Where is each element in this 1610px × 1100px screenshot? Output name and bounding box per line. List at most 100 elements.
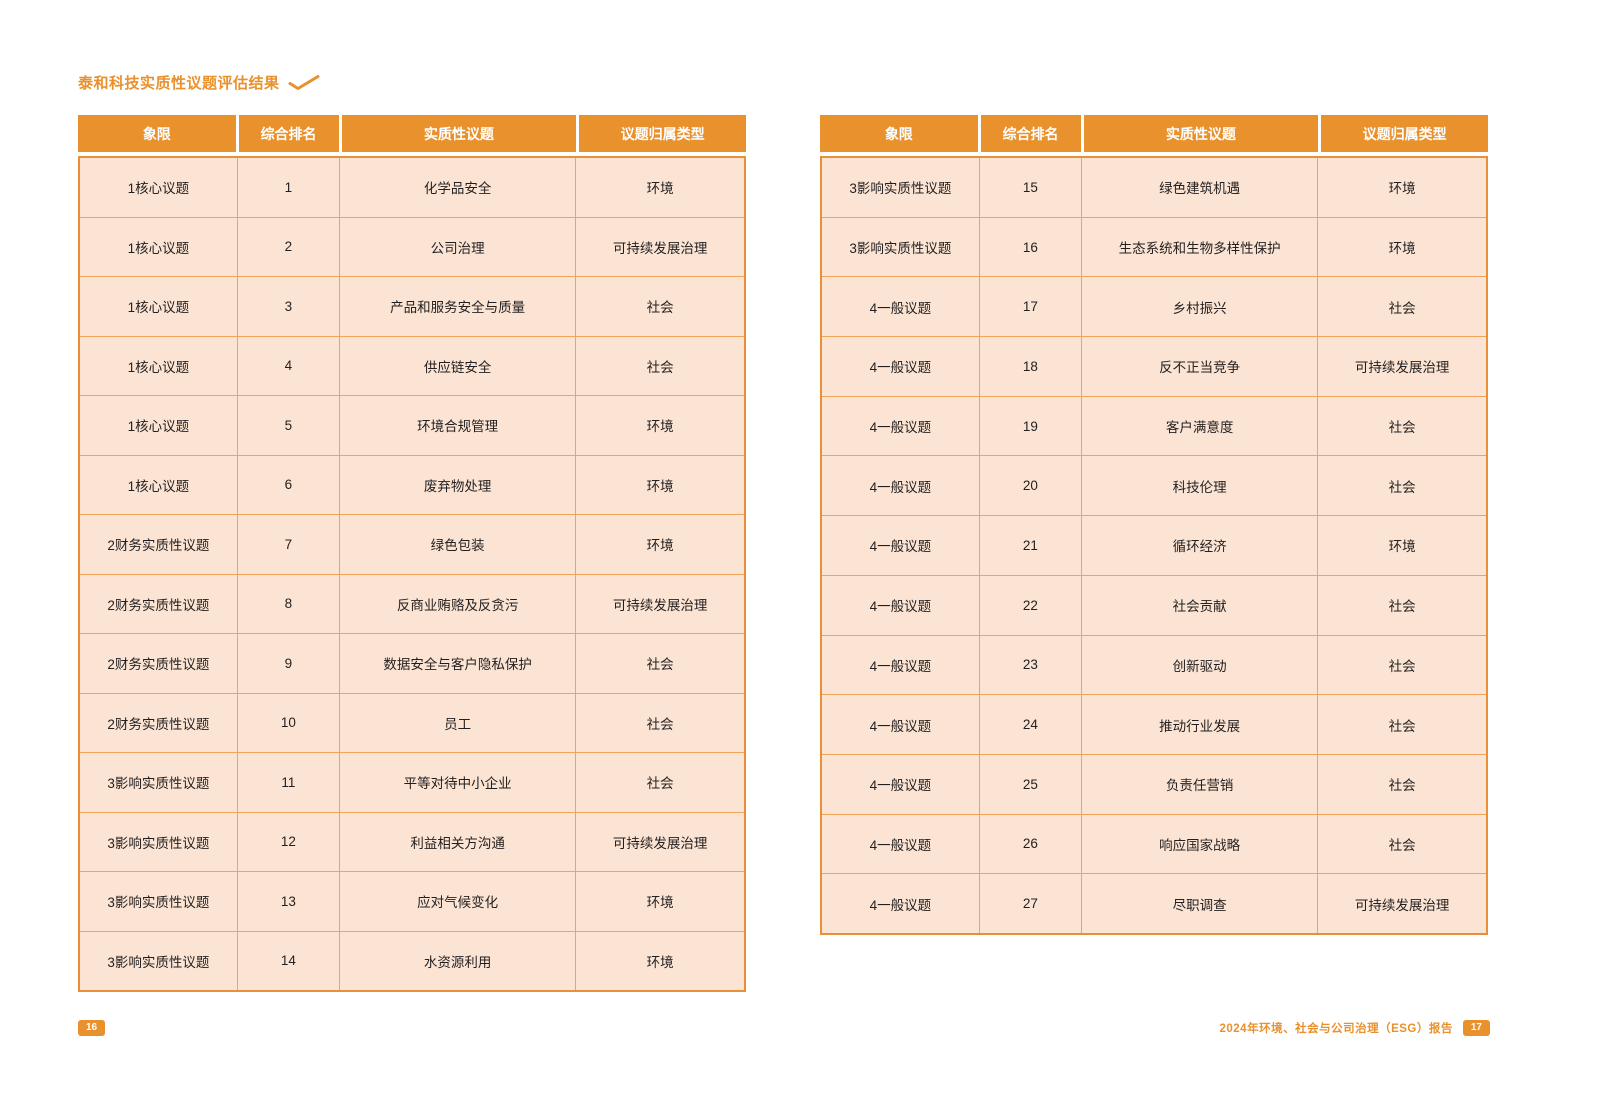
rank-cell: 17 [978, 277, 1081, 337]
issue-cell: 客户满意度 [1080, 396, 1317, 456]
table-row: 4一般议题 25 负责任营销 社会 [822, 753, 1486, 814]
table-row: 3影响实质性议题 13 应对气候变化 环境 [80, 871, 744, 931]
issue-cell: 应对气候变化 [338, 872, 575, 931]
category-cell: 社会 [1317, 575, 1486, 635]
rank-cell: 16 [978, 217, 1081, 277]
issue-cell: 响应国家战略 [1080, 814, 1317, 874]
table-header-right: 象限 综合排名 实质性议题 议题归属类型 [820, 115, 1488, 152]
category-cell: 社会 [1317, 814, 1486, 874]
table-row: 2财务实质性议题 7 绿色包装 环境 [80, 514, 744, 574]
category-cell: 社会 [575, 693, 744, 752]
rank-cell: 25 [978, 754, 1081, 814]
category-cell: 可持续发展治理 [1317, 874, 1486, 933]
issue-cell: 公司治理 [338, 217, 575, 276]
rank-cell: 4 [236, 336, 339, 395]
rank-cell: 18 [978, 337, 1081, 396]
quadrant-cell: 4一般议题 [869, 897, 932, 913]
column-header-rank: 综合排名 [235, 115, 339, 152]
category-cell: 环境 [575, 931, 744, 990]
quadrant-cell: 3影响实质性议题 [107, 895, 210, 911]
table-row: 2财务实质性议题 9 数据安全与客户隐私保护 社会 [80, 633, 744, 693]
issue-cell: 生态系统和生物多样性保护 [1080, 217, 1317, 277]
issue-cell: 产品和服务安全与质量 [338, 277, 575, 336]
category-cell: 可持续发展治理 [575, 574, 744, 633]
issue-cell: 平等对待中小企业 [338, 753, 575, 812]
column-header-issue: 实质性议题 [338, 115, 577, 152]
table-row: 1核心议题 1 化学品安全 环境 [80, 158, 744, 217]
quadrant-cell: 3影响实质性议题 [107, 954, 210, 970]
table-row: 1核心议题 3 产品和服务安全与质量 社会 [80, 276, 744, 336]
column-header-category: 议题归属类型 [576, 115, 746, 152]
rank-cell: 19 [978, 396, 1081, 456]
category-cell: 社会 [1317, 635, 1486, 695]
rank-cell: 9 [236, 634, 339, 693]
issue-cell: 水资源利用 [338, 931, 575, 990]
issue-cell: 尽职调查 [1080, 874, 1317, 933]
table-row: 4一般议题 21 循环经济 环境 [822, 515, 1486, 575]
table-row: 4一般议题 24 推动行业发展 社会 [822, 694, 1486, 754]
issue-cell: 推动行业发展 [1080, 695, 1317, 754]
issue-cell: 社会贡献 [1080, 575, 1317, 635]
quadrant-cell: 2财务实质性议题 [107, 657, 210, 673]
issue-cell: 绿色建筑机遇 [1080, 158, 1317, 217]
category-cell: 社会 [575, 336, 744, 395]
quadrant-cell: 1核心议题 [127, 181, 190, 197]
table-row: 2财务实质性议题 10 员工 社会 [80, 692, 744, 752]
rank-cell: 15 [978, 158, 1081, 217]
category-cell: 环境 [575, 396, 744, 455]
table-row: 1核心议题 2 公司治理 可持续发展治理 [80, 216, 744, 276]
rank-cell: 24 [978, 695, 1081, 754]
rank-cell: 10 [236, 693, 339, 752]
category-cell: 可持续发展治理 [1317, 337, 1486, 396]
issue-cell: 利益相关方沟通 [338, 812, 575, 871]
table-header-left: 象限 综合排名 实质性议题 议题归属类型 [78, 115, 746, 152]
rank-cell: 13 [236, 872, 339, 931]
checkmark-icon [288, 75, 320, 90]
rank-cell: 14 [236, 931, 339, 990]
footer-report-title: 2024年环境、社会与公司治理（ESG）报告 [1219, 1023, 1453, 1035]
category-cell: 环境 [575, 872, 744, 931]
quadrant-cell: 4一般议题 [869, 658, 932, 674]
issue-cell: 绿色包装 [338, 515, 575, 574]
category-cell: 社会 [575, 753, 744, 812]
category-cell: 社会 [575, 277, 744, 336]
category-cell: 环境 [1317, 217, 1486, 277]
issue-cell: 循环经济 [1080, 516, 1317, 575]
rank-cell: 11 [236, 753, 339, 812]
quadrant-cell: 4一般议题 [869, 539, 932, 555]
quadrant-cell: 2财务实质性议题 [107, 716, 210, 732]
section-title-row: 泰和科技实质性议题评估结果 [78, 72, 320, 93]
issue-cell: 员工 [338, 693, 575, 752]
issue-cell: 反商业贿赂及反贪污 [338, 574, 575, 633]
table-row: 4一般议题 18 反不正当竞争 可持续发展治理 [822, 336, 1486, 396]
quadrant-cell: 4一般议题 [869, 599, 932, 615]
quadrant-cell: 3影响实质性议题 [107, 776, 210, 792]
category-cell: 社会 [1317, 396, 1486, 456]
issue-cell: 供应链安全 [338, 336, 575, 395]
table-row: 3影响实质性议题 16 生态系统和生物多样性保护 环境 [822, 216, 1486, 277]
quadrant-cell: 2财务实质性议题 [107, 538, 210, 554]
category-cell: 环境 [575, 515, 744, 574]
rank-cell: 22 [978, 575, 1081, 635]
issue-cell: 废弃物处理 [338, 455, 575, 514]
materiality-table-right: 象限 综合排名 实质性议题 议题归属类型 3影响实质性议题 15 绿色建筑机遇 … [820, 115, 1488, 935]
quadrant-cell: 4一般议题 [869, 837, 932, 853]
table-row: 3影响实质性议题 15 绿色建筑机遇 环境 [822, 158, 1486, 217]
rank-cell: 21 [978, 516, 1081, 575]
quadrant-cell: 4一般议题 [869, 360, 932, 376]
table-row: 4一般议题 19 客户满意度 社会 [822, 395, 1486, 456]
quadrant-cell: 4一般议题 [869, 718, 932, 734]
table-row: 4一般议题 22 社会贡献 社会 [822, 574, 1486, 635]
table-row: 3影响实质性议题 11 平等对待中小企业 社会 [80, 752, 744, 812]
category-cell: 社会 [1317, 456, 1486, 516]
rank-cell: 23 [978, 635, 1081, 695]
quadrant-cell: 4一般议题 [869, 479, 932, 495]
category-cell: 可持续发展治理 [575, 812, 744, 871]
rank-cell: 20 [978, 456, 1081, 516]
quadrant-cell: 3影响实质性议题 [849, 181, 952, 197]
issue-cell: 化学品安全 [338, 158, 575, 217]
quadrant-cell: 1核心议题 [127, 300, 190, 316]
table-row: 1核心议题 5 环境合规管理 环境 [80, 395, 744, 455]
quadrant-cell: 2财务实质性议题 [107, 597, 210, 613]
